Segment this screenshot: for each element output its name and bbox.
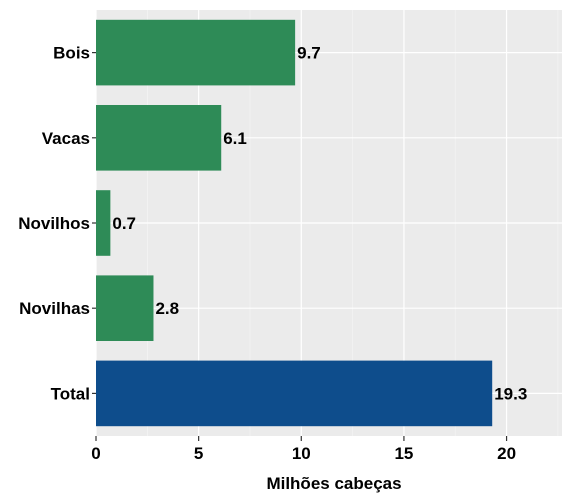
- data-label-novilhas: 2.8: [155, 299, 179, 318]
- x-tick-label: 20: [497, 444, 516, 463]
- x-axis-title: Milhões cabeças: [266, 474, 401, 493]
- x-tick-label: 10: [292, 444, 311, 463]
- data-label-bois: 9.7: [297, 44, 321, 63]
- data-label-total: 19.3: [494, 384, 527, 403]
- bar-total: [96, 360, 493, 427]
- x-tick-label: 15: [394, 444, 413, 463]
- x-tick-label: 5: [194, 444, 203, 463]
- category-label-novilhas: Novilhas: [19, 299, 90, 318]
- category-label-total: Total: [51, 384, 90, 403]
- category-labels: Bois Vacas Novilhos Novilhas Total: [18, 44, 96, 403]
- data-label-vacas: 6.1: [223, 129, 247, 148]
- bar-bois: [96, 19, 296, 86]
- bar-vacas: [96, 104, 222, 171]
- bar-novilhos: [96, 190, 111, 256]
- category-label-bois: Bois: [53, 44, 90, 63]
- bar-novilhas: [96, 275, 154, 342]
- data-labels: 9.7 6.1 0.7 2.8 19.3: [112, 44, 527, 404]
- data-label-novilhos: 0.7: [112, 214, 136, 233]
- x-tick-label: 0: [91, 444, 100, 463]
- x-axis-ticks: 0 5 10 15 20: [91, 436, 516, 463]
- bars: [96, 19, 493, 427]
- category-label-novilhos: Novilhos: [18, 214, 90, 233]
- category-label-vacas: Vacas: [42, 129, 90, 148]
